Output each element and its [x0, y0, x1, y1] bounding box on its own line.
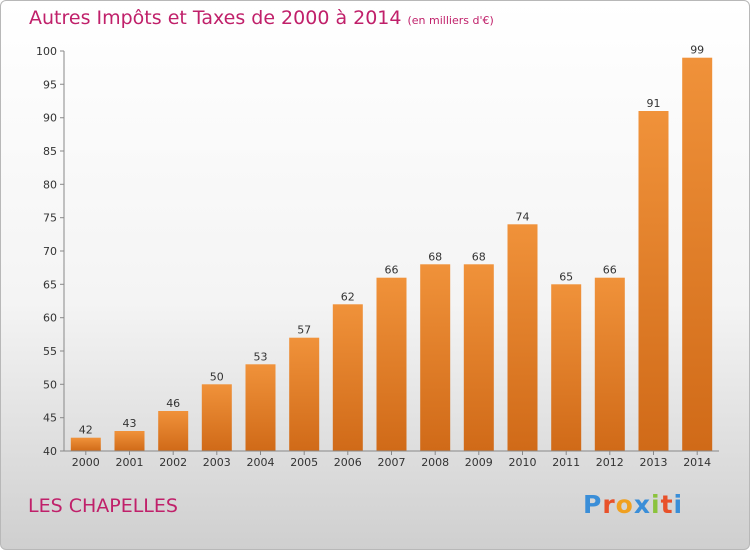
- value-label-2011: 65: [559, 270, 573, 283]
- value-label-2003: 50: [210, 370, 224, 383]
- y-tick-label-100: 100: [36, 45, 57, 58]
- x-tick-label-2011: 2011: [552, 456, 580, 469]
- x-tick-label-2006: 2006: [334, 456, 362, 469]
- x-tick-label-2002: 2002: [159, 456, 187, 469]
- bar-2006: [332, 304, 363, 451]
- y-tick-label-95: 95: [43, 78, 57, 91]
- x-tick-label-2012: 2012: [596, 456, 624, 469]
- y-tick-label-80: 80: [43, 178, 57, 191]
- y-tick-label-85: 85: [43, 145, 57, 158]
- bar-2010: [507, 224, 538, 451]
- bar-2007: [376, 277, 407, 451]
- x-tick-label-2007: 2007: [378, 456, 406, 469]
- y-tick-label-65: 65: [43, 278, 57, 291]
- bars-group: [70, 57, 713, 451]
- y-tick-label-55: 55: [43, 345, 57, 358]
- bar-2014: [682, 57, 713, 451]
- x-tick-label-2008: 2008: [421, 456, 449, 469]
- value-label-2006: 62: [341, 290, 355, 303]
- bar-2009: [463, 264, 494, 451]
- value-label-2002: 46: [166, 397, 180, 410]
- x-tick-label-2005: 2005: [290, 456, 318, 469]
- value-label-2012: 66: [603, 264, 617, 277]
- axes-group: 2000 2001 2002 2003 2004 2005 2006 2007 2008 2009…: [36, 45, 719, 469]
- y-tick-label-90: 90: [43, 112, 57, 125]
- value-label-2013: 91: [647, 97, 661, 110]
- value-label-2014: 99: [690, 44, 704, 57]
- value-label-2009: 68: [472, 250, 486, 263]
- x-tick-label-2009: 2009: [465, 456, 493, 469]
- bar-2013: [638, 111, 669, 451]
- commune-name: LES CHAPELLES: [28, 495, 178, 517]
- x-tick-label-2001: 2001: [116, 456, 144, 469]
- value-label-2004: 53: [254, 350, 268, 363]
- bar-2004: [245, 364, 276, 451]
- bar-2008: [420, 264, 451, 451]
- bar-2012: [594, 277, 625, 451]
- bar-2005: [289, 337, 320, 451]
- y-tick-label-40: 40: [43, 445, 57, 458]
- bar-2001: [114, 431, 145, 451]
- y-tick-label-50: 50: [43, 378, 57, 391]
- value-labels-group: 42 43 46 50 53 57 62 66 68 68 74 65 66 91 99: [79, 44, 704, 437]
- value-label-2008: 68: [428, 250, 442, 263]
- value-label-2010: 74: [516, 210, 530, 223]
- chart-title: Autres Impôts et Taxes de 2000 à 2014: [29, 7, 402, 29]
- x-tick-label-2013: 2013: [640, 456, 668, 469]
- title-line: Autres Impôts et Taxes de 2000 à 2014 (en…: [29, 7, 494, 29]
- value-label-2005: 57: [297, 324, 311, 337]
- value-label-2000: 42: [79, 424, 93, 437]
- bar-2000: [70, 437, 101, 451]
- x-tick-label-2004: 2004: [247, 456, 275, 469]
- y-tick-label-70: 70: [43, 245, 57, 258]
- x-tick-label-2000: 2000: [72, 456, 100, 469]
- value-label-2001: 43: [123, 417, 137, 430]
- bar-2002: [158, 411, 189, 451]
- value-label-2007: 66: [385, 264, 399, 277]
- y-tick-label-45: 45: [43, 412, 57, 425]
- y-tick-label-75: 75: [43, 212, 57, 225]
- chart-subtitle: (en milliers d'€): [407, 14, 494, 27]
- bar-2003: [201, 384, 232, 451]
- x-tick-label-2010: 2010: [509, 456, 537, 469]
- x-tick-label-2003: 2003: [203, 456, 231, 469]
- proxiti-logo: Proxiti: [583, 490, 684, 519]
- y-tick-label-60: 60: [43, 312, 57, 325]
- x-tick-label-2014: 2014: [683, 456, 711, 469]
- bar-2011: [551, 284, 582, 451]
